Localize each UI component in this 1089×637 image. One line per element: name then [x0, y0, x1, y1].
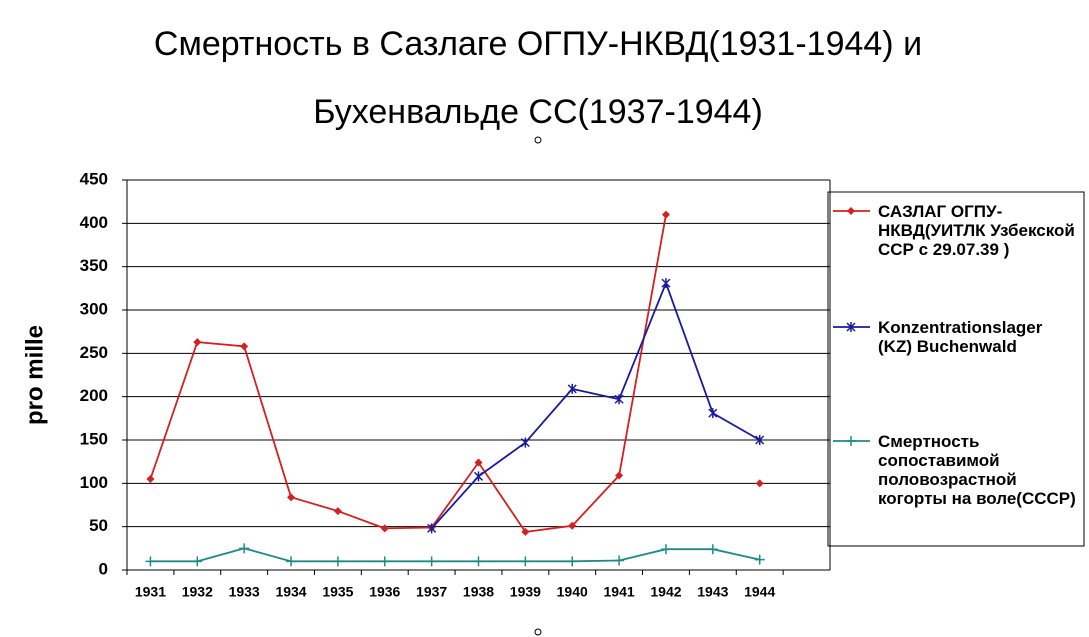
y-tick-label: 400 [80, 213, 108, 232]
y-tick-label: 350 [80, 256, 108, 275]
legend-box [827, 191, 1085, 547]
y-tick-label: 150 [80, 429, 108, 448]
point [755, 435, 765, 445]
point [615, 471, 624, 480]
y-tick-label: 200 [80, 386, 108, 405]
point [332, 556, 343, 567]
x-tick-label: 1939 [510, 584, 541, 600]
point [287, 493, 296, 502]
x-tick-label: 1931 [135, 584, 166, 600]
series-line [150, 547, 760, 563]
point [146, 475, 155, 483]
x-tick-label: 1940 [557, 584, 588, 600]
point [614, 394, 624, 405]
point [521, 527, 530, 536]
x-tick-label: 1943 [697, 584, 728, 600]
point [847, 207, 855, 215]
y-tick-label: 100 [80, 473, 108, 492]
point [520, 437, 530, 448]
point [380, 524, 389, 533]
point [755, 479, 764, 488]
point [661, 278, 671, 289]
point [567, 556, 578, 567]
point [240, 342, 249, 351]
handle [534, 628, 542, 636]
point [473, 556, 484, 567]
point [193, 338, 202, 347]
x-tick-label: 1932 [182, 584, 213, 600]
x-tick-label: 1935 [322, 584, 353, 600]
point [520, 556, 531, 567]
point [708, 408, 718, 419]
point [426, 556, 437, 567]
legend-label: Смертность сопоставимой половозрастной к… [878, 432, 1076, 508]
point [754, 554, 765, 565]
x-tick-label: 1936 [369, 584, 400, 600]
point [474, 458, 483, 467]
x-tick-label: 1933 [229, 584, 260, 600]
point [846, 322, 856, 332]
chart-title: Смертность в Сазлаге ОГПУ-НКВД(1931-1944… [154, 25, 922, 63]
x-tick-label: 1937 [416, 584, 447, 600]
point [707, 544, 718, 555]
point [379, 556, 390, 567]
handle [534, 136, 542, 144]
point [660, 544, 671, 555]
chart-title: Бухенвальде СС(1937-1944) [313, 93, 763, 131]
point [846, 436, 856, 446]
y-tick-label: 300 [80, 299, 108, 318]
point [145, 556, 156, 567]
point [661, 210, 670, 219]
point [239, 543, 250, 554]
point [333, 507, 342, 516]
y-tick-label: 450 [80, 169, 108, 188]
point [568, 521, 577, 530]
point [614, 555, 625, 566]
x-tick-label: 1944 [744, 584, 775, 600]
x-tick-label: 1942 [650, 584, 681, 600]
point [286, 556, 297, 567]
legend-label: САЗЛАГ ОГПУ-НКВД(УИТЛК Узбекской ССР с 2… [878, 202, 1075, 259]
y-axis-label: pro mille [21, 325, 48, 425]
point [567, 383, 577, 394]
point [427, 523, 437, 534]
x-tick-label: 1938 [463, 584, 494, 600]
legend-label: Konzentrationslager (KZ) Buchenwald [878, 318, 1043, 356]
y-tick-label: 0 [99, 559, 108, 578]
point [192, 556, 203, 567]
x-tick-label: 1934 [275, 584, 306, 600]
y-tick-label: 50 [89, 516, 108, 535]
y-tick-label: 250 [80, 343, 108, 362]
point [473, 471, 484, 482]
series-line [150, 215, 759, 532]
series-line [430, 280, 761, 530]
x-tick-label: 1941 [604, 584, 635, 600]
